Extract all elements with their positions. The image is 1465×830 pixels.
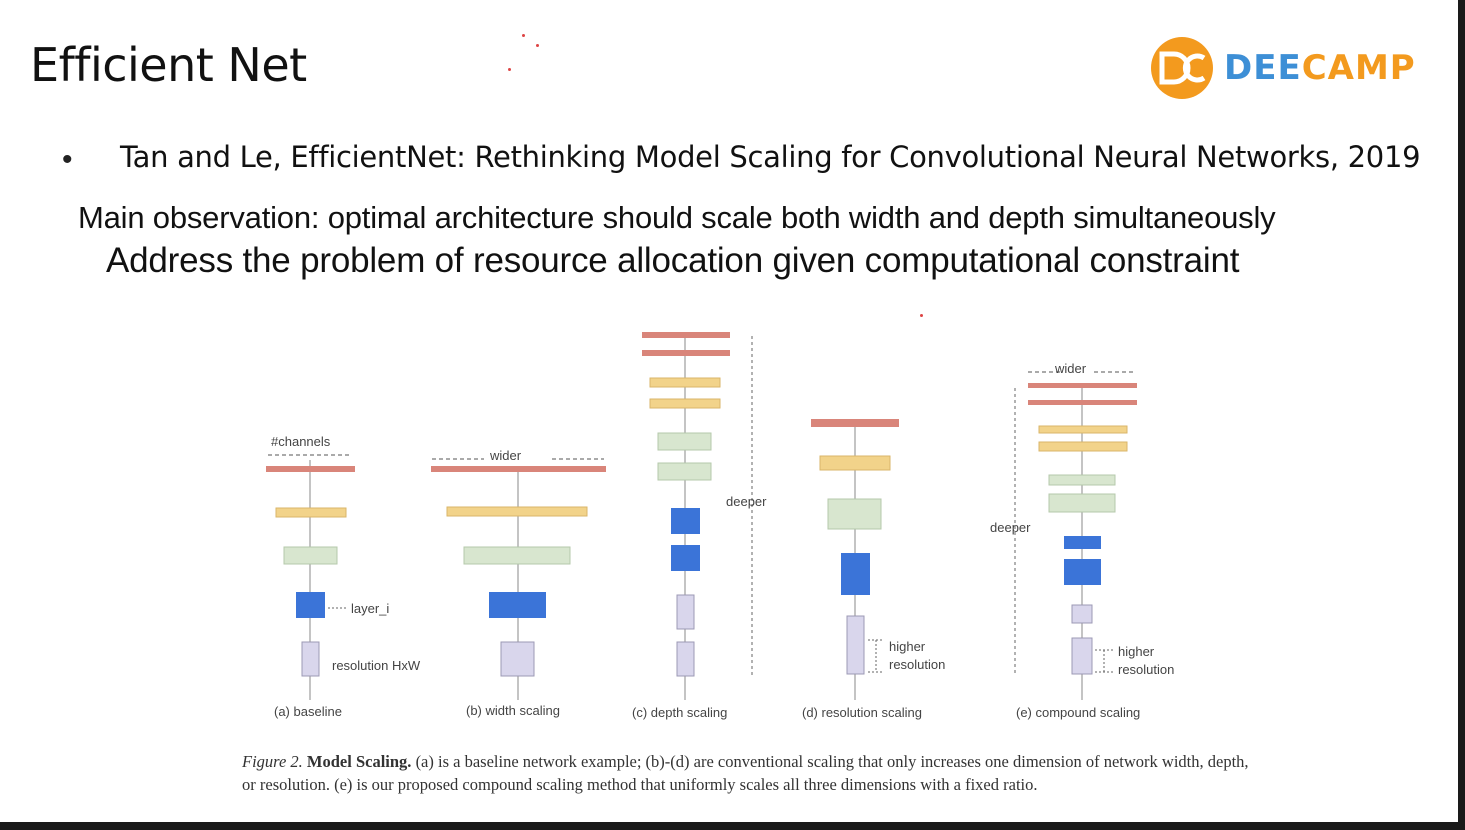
layer-blue bbox=[489, 592, 546, 618]
layer-yellow bbox=[1038, 425, 1128, 434]
wider-label-e: wider bbox=[1054, 361, 1087, 376]
layer-lavender bbox=[676, 641, 695, 677]
observation-text: Main observation: optimal architecture s… bbox=[78, 200, 1276, 235]
citation-text: Tan and Le, EfficientNet: Rethinking Mod… bbox=[120, 140, 1421, 174]
layer-lavender bbox=[301, 641, 320, 677]
subcaption-c: (c) depth scaling bbox=[632, 705, 727, 720]
layer-i-label: layer_i bbox=[351, 601, 389, 616]
layer-yellow bbox=[819, 455, 891, 471]
layer-yellow bbox=[649, 398, 721, 409]
deecamp-logo-icon bbox=[1151, 37, 1213, 99]
layer-lavender bbox=[846, 615, 865, 675]
layer-blue bbox=[841, 553, 870, 595]
compound-scaling-network: wider deeper higher resolution (e) compo… bbox=[990, 361, 1174, 720]
address-text: Address the problem of resource allocati… bbox=[106, 241, 1240, 280]
resolution-label-d: resolution bbox=[889, 657, 945, 672]
layer-red bbox=[1028, 400, 1137, 405]
layer-lavender bbox=[1071, 604, 1093, 624]
deecamp-logo: DEECAMP bbox=[1148, 36, 1448, 102]
decorative-dot bbox=[522, 34, 525, 37]
subcaption-a: (a) baseline bbox=[274, 704, 342, 719]
layer-blue bbox=[1064, 536, 1101, 549]
layer-green bbox=[1048, 493, 1116, 513]
layer-lavender bbox=[1071, 637, 1093, 675]
channels-label: #channels bbox=[271, 434, 331, 449]
deeper-label-c: deeper bbox=[726, 494, 767, 509]
layer-green bbox=[1048, 474, 1116, 486]
bullet-marker: • bbox=[62, 143, 73, 176]
decorative-dot bbox=[920, 314, 923, 317]
wider-label-b: wider bbox=[489, 448, 522, 463]
layer-red bbox=[642, 350, 730, 356]
figure-caption: Figure 2. Model Scaling. (a) is a baseli… bbox=[242, 750, 1252, 796]
layer-green bbox=[463, 546, 571, 565]
higher-label-e: higher bbox=[1118, 644, 1155, 659]
layer-yellow bbox=[446, 506, 588, 517]
decorative-dot bbox=[536, 44, 539, 47]
caption-figure-number: Figure 2. bbox=[242, 752, 303, 771]
layer-lavender bbox=[500, 641, 535, 677]
layer-red bbox=[431, 466, 606, 472]
layer-green bbox=[657, 462, 712, 481]
width-scaling-network: wider (b) width scaling bbox=[431, 448, 606, 718]
slide-title: Efficient Net bbox=[30, 38, 307, 92]
subcaption-e: (e) compound scaling bbox=[1016, 705, 1140, 720]
layer-blue bbox=[671, 508, 700, 534]
logo-text-camp: CAMP bbox=[1301, 48, 1416, 88]
layer-green bbox=[657, 432, 712, 451]
subcaption-b: (b) width scaling bbox=[466, 703, 560, 718]
deeper-label-e: deeper bbox=[990, 520, 1031, 535]
caption-body: (a) is a baseline network example; (b)-(… bbox=[242, 752, 1249, 794]
layer-red bbox=[1028, 383, 1137, 388]
depth-scaling-network: deeper (c) depth scaling bbox=[632, 332, 767, 720]
subcaption-d: (d) resolution scaling bbox=[802, 705, 922, 720]
higher-label-d: higher bbox=[889, 639, 926, 654]
layer-yellow bbox=[275, 507, 347, 518]
layer-red bbox=[266, 466, 355, 472]
caption-title: Model Scaling. bbox=[306, 752, 412, 771]
layer-red bbox=[811, 419, 899, 427]
baseline-network: #channels layer_i resolution HxW (a) bas… bbox=[266, 434, 421, 719]
layer-yellow bbox=[1038, 441, 1128, 452]
layer-blue bbox=[671, 545, 700, 571]
logo-text-dee: DEE bbox=[1224, 48, 1302, 88]
layer-green bbox=[283, 546, 338, 565]
resolution-label-e: resolution bbox=[1118, 662, 1174, 677]
layer-green bbox=[827, 498, 882, 530]
layer-lavender bbox=[676, 594, 695, 630]
layer-yellow bbox=[649, 377, 721, 388]
deecamp-logo-text: DEECAMP bbox=[1224, 48, 1416, 88]
resolution-hxw-label: resolution HxW bbox=[332, 658, 421, 673]
layer-red bbox=[642, 332, 730, 338]
resolution-scaling-network: higher resolution (d) resolution scaling bbox=[802, 419, 945, 720]
decorative-dot bbox=[508, 68, 511, 71]
layer-blue bbox=[296, 592, 325, 618]
layer-blue bbox=[1064, 559, 1101, 585]
